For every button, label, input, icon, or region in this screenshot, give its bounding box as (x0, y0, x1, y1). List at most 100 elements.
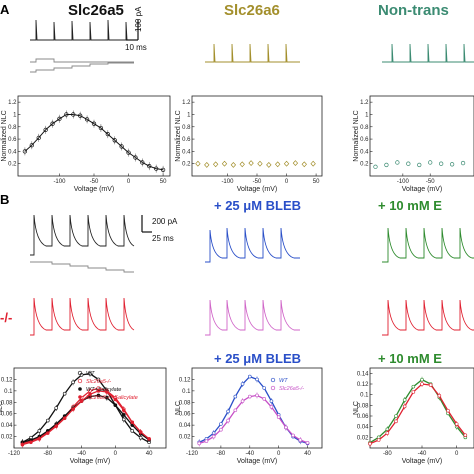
data-point (292, 160, 299, 166)
legend-b1-item-1: Slc26a5-/- (86, 379, 111, 385)
y-tick-label: 0.04 (1, 423, 13, 429)
data-point (154, 166, 159, 171)
x-tick-label: -120 (186, 451, 199, 457)
legend-b2-item-1: Slc26a5-/- (279, 386, 304, 392)
y-tick-label: 0.02 (1, 435, 13, 441)
data-point (460, 160, 466, 166)
y-tick-label: 0.2 (360, 162, 369, 168)
data-point (96, 389, 101, 393)
data-point (37, 429, 42, 433)
data-point (449, 162, 455, 167)
y-tick-label: 1 (365, 112, 369, 118)
data-point (376, 438, 381, 442)
data-point (121, 408, 126, 413)
x-tick-label: -40 (418, 451, 427, 457)
data-point (71, 112, 76, 117)
x-axis-label: Voltage (mV) (237, 186, 277, 193)
scale-bar-b (141, 215, 152, 233)
x-tick-label: 50 (160, 179, 167, 185)
y-tick-label: 0.4 (182, 149, 191, 155)
legend-b1-item-3: Slc26a5-/-+Salicylate (86, 395, 138, 401)
trace-a-slc26a6 (205, 43, 300, 63)
data-point (98, 125, 104, 131)
y-tick-label: 0.08 (357, 403, 369, 409)
data-point (269, 399, 274, 403)
x-tick-label: -80 (43, 451, 52, 457)
data-point (29, 143, 34, 148)
data-point (233, 394, 238, 399)
data-point (195, 160, 201, 167)
y-tick-label: 1 (13, 112, 17, 118)
plot-b-bleb-nlc: -120 -80 -40 0 40 0.02 0.04 0.06 0.08 0.1 0.12 Volt… (175, 367, 323, 465)
plot-a-slc26a6-nlc: -100 -50 0 50 0.2 0.4 0.6 0.8 1 1.2 Voltage (mV) No… (175, 95, 323, 193)
data-point (219, 422, 223, 426)
legend-b1-item-2: WT+Salicylate (86, 387, 121, 393)
series-line (22, 373, 150, 443)
data-point (385, 431, 390, 435)
x-tick-label: 50 (313, 179, 320, 185)
legend-b2-item-0: WT (279, 378, 288, 384)
trace-b-eb (382, 227, 474, 263)
y-tick-label: 1.2 (182, 100, 191, 106)
data-point (262, 397, 267, 401)
data-point (255, 393, 259, 398)
header-slc26a5: Slc26a5 (68, 2, 124, 19)
data-point (240, 399, 245, 403)
y-tick-label: 0.02 (179, 435, 191, 441)
y-axis-label: Normalized NLC (353, 110, 360, 161)
data-point (255, 377, 259, 382)
trace-b-wt (30, 214, 135, 273)
legend-b1: WT Slc26a5-/- WT+Salicylate Slc26a5-/-+S… (77, 370, 138, 401)
y-tick-label: 0.14 (357, 371, 369, 377)
data-point (62, 416, 67, 421)
y-tick-label: 0.1 (360, 393, 369, 399)
trace-ko-red (30, 297, 135, 336)
trace-ko-red-eb (382, 299, 474, 336)
y-tick-label: 0.04 (357, 425, 369, 431)
data-point (78, 113, 83, 118)
data-point (411, 390, 416, 394)
y-tick-label: 0.2 (182, 162, 191, 168)
data-point (113, 403, 118, 407)
data-point (406, 161, 411, 166)
header-bleb-bottom: + 25 μM BLEB (214, 351, 301, 366)
data-point (96, 377, 101, 382)
data-point (247, 394, 252, 399)
data-point (266, 162, 272, 168)
data-point (428, 383, 433, 387)
header-bleb: + 25 μM BLEB (214, 198, 301, 213)
data-point (62, 391, 67, 396)
data-point (463, 433, 468, 438)
data-point (54, 424, 59, 429)
data-point (29, 440, 33, 445)
data-point (197, 441, 202, 446)
data-point (248, 160, 254, 166)
x-tick-label: -50 (253, 179, 262, 185)
y-tick-label: 0.8 (182, 125, 191, 131)
y-tick-label: 0.08 (179, 400, 191, 406)
data-point (395, 160, 400, 165)
y-tick-label: 0.04 (179, 423, 191, 429)
series-line (22, 390, 150, 446)
data-point (284, 425, 288, 430)
data-point (411, 384, 416, 389)
y-tick-label: 0.2 (8, 162, 17, 168)
data-point (454, 422, 459, 426)
plot-b-eb-nlc: -80 -40 0 0.02 0.04 0.06 0.08 0.1 0.12 0.14 Voltag… (353, 367, 474, 465)
y-tick-label: 0.06 (357, 414, 369, 420)
data-point (105, 390, 109, 394)
data-point (291, 433, 295, 438)
scale-label-a-time: 10 ms (125, 43, 147, 52)
header-eb-bottom: + 10 mM E (378, 351, 442, 366)
x-tick-label: -40 (245, 451, 254, 457)
y-axis-label: Normalized NLC (175, 110, 182, 161)
y-tick-label: 0.12 (1, 377, 13, 383)
data-point (37, 437, 42, 441)
data-point (394, 419, 398, 424)
data-point (22, 149, 28, 154)
y-tick-label: 0.8 (360, 125, 369, 131)
data-point (437, 393, 442, 398)
data-point (147, 164, 152, 169)
data-point (54, 406, 59, 410)
